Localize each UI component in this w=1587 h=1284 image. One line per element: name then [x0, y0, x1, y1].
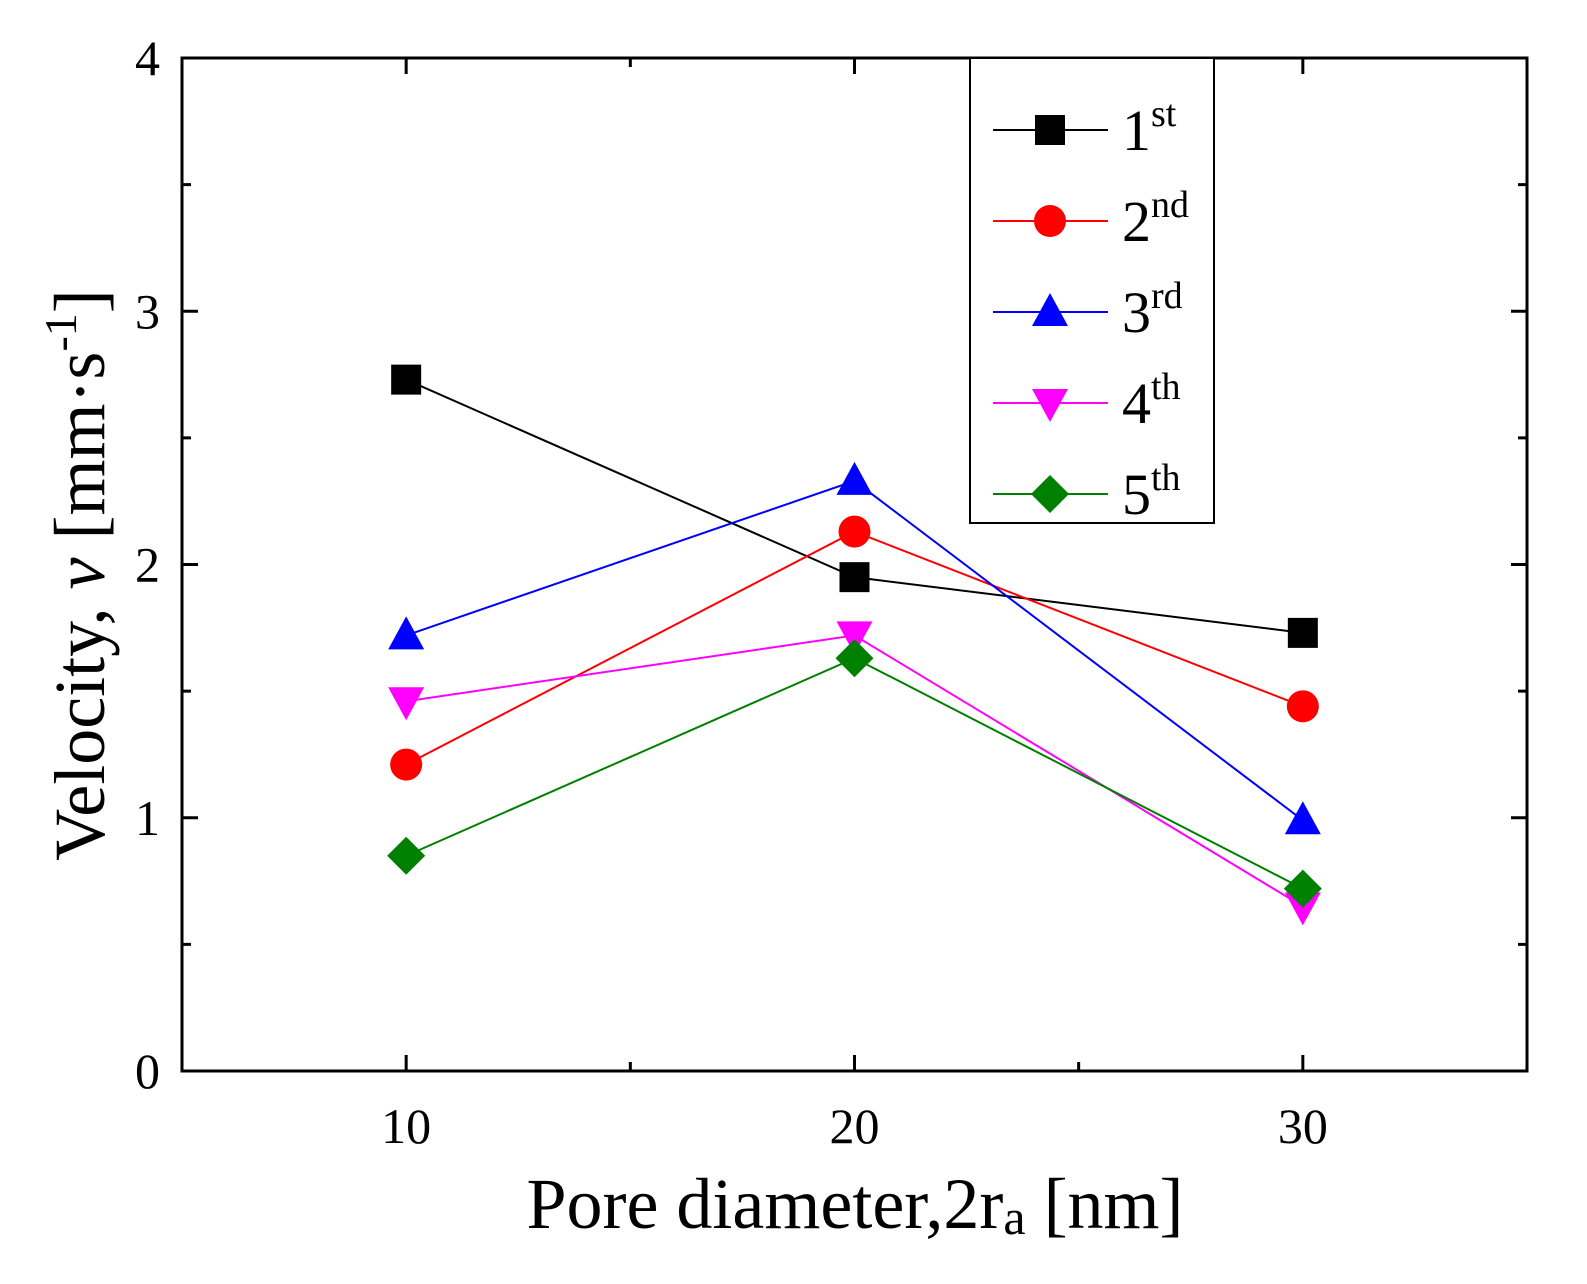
- legend-item-4: 4th: [993, 366, 1181, 436]
- x-axis-title: Pore diameter,2ra [nm]: [526, 1164, 1183, 1245]
- legend-label: 1st: [1122, 93, 1177, 163]
- data-point-1: [1287, 617, 1318, 648]
- y-tick-label: 2: [135, 537, 160, 593]
- tick-labels: 10 20 30 0 1 2 3 4: [135, 30, 1328, 1154]
- legend-item-2: 2nd: [993, 184, 1189, 254]
- series-5: [387, 639, 1322, 908]
- legend-label: 5th: [1122, 457, 1181, 527]
- data-point-2: [1286, 690, 1319, 723]
- data-point-1: [839, 562, 870, 593]
- data-point-1: [391, 364, 422, 395]
- y-tick-label: 0: [135, 1043, 160, 1099]
- legend-label: 2nd: [1122, 184, 1189, 254]
- y-tick-label: 4: [135, 30, 160, 86]
- data-point-3: [388, 616, 425, 650]
- legend-marker: [1031, 475, 1069, 513]
- legend-item-5: 5th: [993, 457, 1181, 527]
- x-tick-label: 20: [830, 1098, 880, 1154]
- series-2: [390, 515, 1319, 781]
- legend-marker: [1032, 293, 1068, 326]
- legend-marker: [1034, 205, 1066, 237]
- data-point-4: [388, 687, 425, 721]
- legend-marker: [1032, 389, 1068, 422]
- legend: 1st 2nd 3rd 4th 5th: [969, 57, 1215, 527]
- series-layer: [387, 364, 1322, 926]
- series-4: [388, 621, 1321, 926]
- y-tick-label: 1: [135, 790, 160, 846]
- data-point-5: [387, 836, 426, 875]
- legend-label: 3rd: [1122, 275, 1183, 345]
- series-3: [388, 461, 1321, 835]
- data-point-5: [1283, 869, 1322, 908]
- x-tick-label: 10: [381, 1098, 431, 1154]
- y-axis-title: Velocity, v [mm·s-1]: [35, 289, 120, 861]
- y-tick-label: 3: [135, 283, 160, 339]
- data-point-4: [1284, 892, 1321, 926]
- data-point-3: [1284, 801, 1321, 835]
- legend-item-3: 3rd: [993, 275, 1183, 345]
- legend-box: [969, 57, 1215, 524]
- data-point-5: [835, 639, 874, 678]
- legend-label: 4th: [1122, 366, 1181, 436]
- legend-marker: [1035, 115, 1065, 145]
- data-point-4: [836, 621, 873, 655]
- data-point-3: [836, 461, 873, 495]
- legend-item-1: 1st: [993, 93, 1177, 163]
- data-point-2: [838, 515, 871, 548]
- series-line-5: [405, 657, 1304, 890]
- x-tick-label: 30: [1278, 1098, 1328, 1154]
- series-1: [391, 364, 1318, 648]
- data-point-2: [390, 748, 423, 781]
